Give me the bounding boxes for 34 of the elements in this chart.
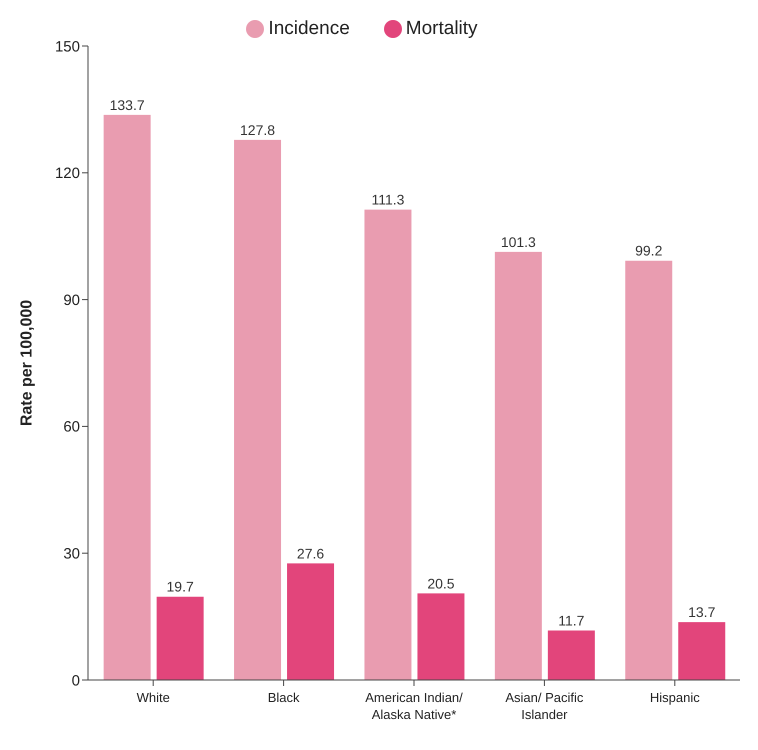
data-label: 99.2: [635, 242, 663, 259]
y-tick-label: 0: [72, 672, 80, 690]
x-tick-label: White: [136, 690, 170, 705]
legend-label: Mortality: [406, 18, 478, 39]
bar: [625, 260, 672, 680]
bar: [417, 593, 464, 680]
y-tick-label: 60: [63, 418, 80, 436]
data-label: 20.5: [427, 575, 455, 592]
data-label: 101.3: [500, 234, 536, 250]
bar: [234, 140, 282, 680]
x-tick-label: Hispanic: [650, 690, 700, 705]
data-label: 11.7: [558, 612, 585, 629]
bar: [156, 596, 204, 680]
data-label: 19.7: [166, 578, 194, 595]
x-tick-label: Asian/ Pacific Islander: [505, 690, 584, 722]
x-tick-label: Black: [268, 690, 300, 705]
bar: [287, 563, 334, 680]
y-tick-label: 30: [63, 546, 80, 563]
x-tick-label: American Indian/ Alaska Native*: [365, 690, 464, 722]
bar: [104, 114, 151, 680]
legend-label: Incidence: [268, 18, 350, 39]
data-label: 127.8: [240, 122, 276, 138]
data-label: 111.3: [371, 192, 405, 208]
bar: [494, 252, 542, 680]
data-label: 133.7: [110, 96, 145, 113]
bar: [678, 622, 726, 680]
data-label: 27.6: [296, 545, 324, 562]
bar: [548, 630, 595, 680]
data-label: 13.7: [688, 604, 716, 620]
bar: [364, 210, 412, 680]
y-axis-title: Rate per 100,000: [18, 300, 36, 426]
y-tick-label: 120: [54, 165, 80, 182]
y-tick-label: 150: [54, 38, 80, 56]
y-tick-label: 90: [63, 292, 80, 309]
